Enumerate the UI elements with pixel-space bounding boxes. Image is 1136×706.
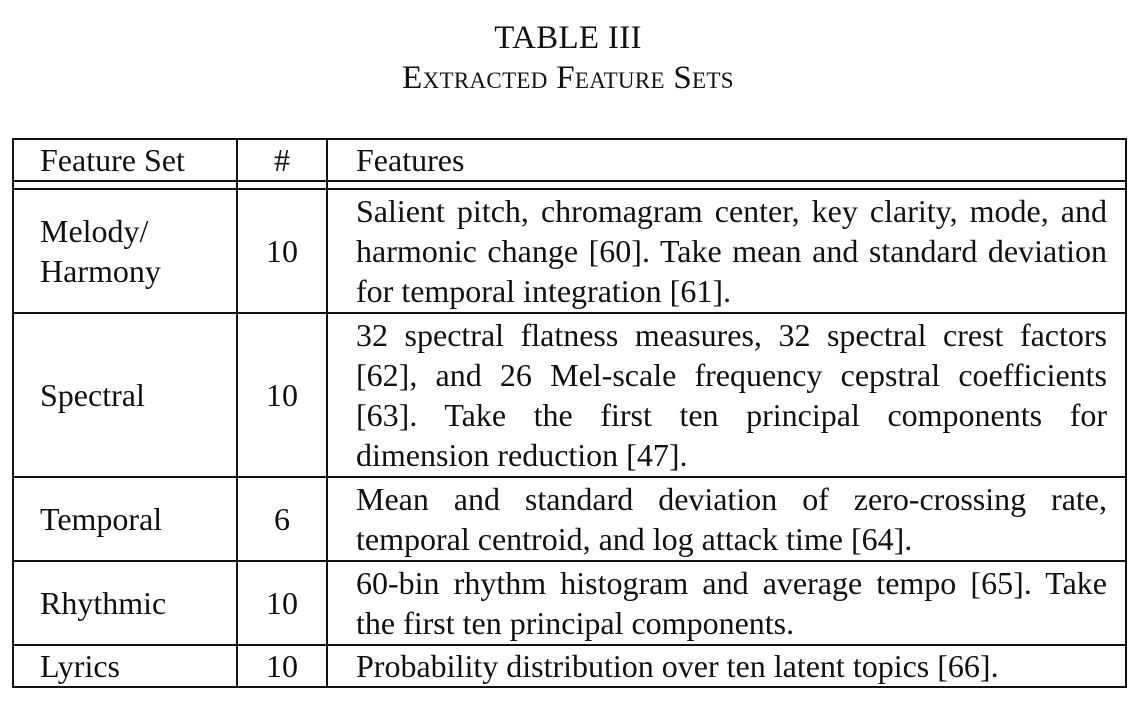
table-title: Extracted Feature Sets [402, 60, 734, 96]
features-cell: Salient pitch, chromagram center, key cl… [326, 190, 1127, 314]
features-cell: Probability distribution over ten latent… [326, 646, 1127, 688]
header-rule-gap [12, 182, 1127, 190]
table-label: TABLE III [494, 20, 642, 56]
gap-cell [326, 182, 1127, 190]
count-cell: 10 [236, 190, 326, 314]
features-cell: Mean and standard deviation of zero-cros… [326, 478, 1127, 562]
feature-set-cell: Lyrics [12, 646, 236, 688]
gap-cell [12, 182, 236, 190]
table-row: Rhythmic 10 60-bin rhythm histogram and … [12, 562, 1127, 646]
features-cell: 60-bin rhythm histogram and average temp… [326, 562, 1127, 646]
table-row: Temporal 6 Mean and standard deviation o… [12, 478, 1127, 562]
table-row: Melody/ Harmony 10 Salient pitch, chroma… [12, 190, 1127, 314]
feature-set-cell: Temporal [12, 478, 236, 562]
count-cell: 10 [236, 646, 326, 688]
feature-set-cell: Melody/ Harmony [12, 190, 236, 314]
feature-set-cell: Spectral [12, 314, 236, 478]
features-cell: 32 spectral flatness measures, 32 spectr… [326, 314, 1127, 478]
header-features: Features [326, 138, 1127, 182]
table-row: Spectral 10 32 spectral flatness measure… [12, 314, 1127, 478]
header-feature-set: Feature Set [12, 138, 236, 182]
header-count: # [236, 138, 326, 182]
gap-cell [236, 182, 326, 190]
count-cell: 10 [236, 562, 326, 646]
table-row: Lyrics 10 Probability distribution over … [12, 646, 1127, 688]
feature-set-cell: Rhythmic [12, 562, 236, 646]
table-header-row: Feature Set # Features [12, 138, 1127, 182]
feature-sets-table: Feature Set # Features Melody/ Harmony 1… [12, 138, 1127, 688]
count-cell: 6 [236, 478, 326, 562]
count-cell: 10 [236, 314, 326, 478]
